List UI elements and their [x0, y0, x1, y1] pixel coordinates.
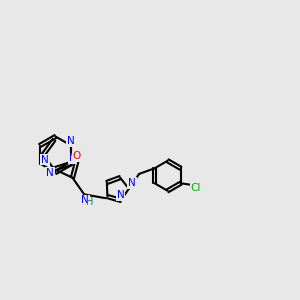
Text: N: N	[81, 195, 89, 206]
Text: Cl: Cl	[190, 183, 201, 193]
Text: H: H	[86, 197, 93, 207]
Text: O: O	[73, 151, 81, 161]
Text: N: N	[41, 154, 49, 165]
Text: N: N	[128, 178, 136, 188]
Text: N: N	[69, 153, 76, 164]
Text: N: N	[46, 167, 54, 178]
Text: N: N	[67, 136, 75, 146]
Text: N: N	[116, 190, 124, 200]
